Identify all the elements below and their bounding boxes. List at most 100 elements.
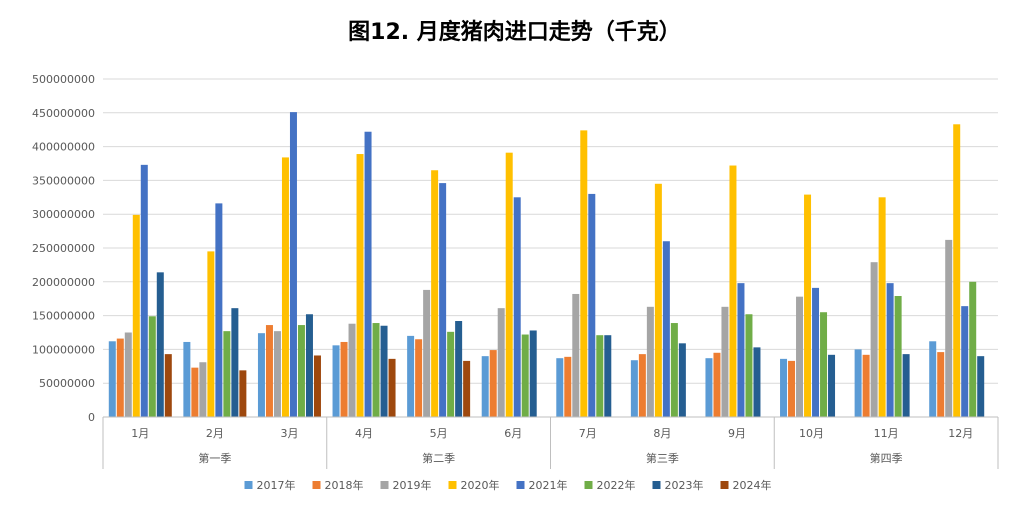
bar-12月-2022年 — [969, 281, 977, 417]
bar-3月-2024年 — [313, 355, 321, 417]
bar-11月-2020年 — [878, 197, 886, 417]
legend-label: 2020年 — [461, 478, 500, 492]
group-label: 第三季 — [646, 451, 679, 465]
x-tick-label: 4月 — [355, 427, 373, 440]
bar-4月-2020年 — [356, 154, 364, 418]
chart-title: 图12. 月度猪肉进口走势（千克） — [348, 20, 681, 45]
bar-4月-2018年 — [340, 341, 348, 417]
bar-3月-2023年 — [305, 314, 313, 417]
bar-7月-2023年 — [604, 335, 612, 417]
bar-7月-2019年 — [572, 293, 580, 417]
gridlines — [103, 78, 998, 418]
bar-7月-2017年 — [556, 358, 564, 417]
bar-3月-2021年 — [289, 112, 297, 418]
group-label: 第二季 — [422, 451, 455, 465]
bar-4月-2022年 — [372, 323, 380, 417]
y-tick-label: 200000000 — [32, 276, 95, 289]
bar-2月-2018年 — [191, 367, 199, 417]
bar-10月-2018年 — [788, 360, 796, 417]
x-tick-label: 7月 — [579, 427, 597, 440]
group-label: 第一季 — [198, 451, 231, 465]
bar-11月-2023年 — [902, 354, 910, 417]
y-tick-label: 450000000 — [32, 107, 95, 120]
bars — [108, 112, 985, 418]
bar-6月-2018年 — [489, 350, 497, 417]
bar-6月-2021年 — [513, 197, 521, 417]
bar-8月-2018年 — [638, 354, 646, 417]
bar-5月-2021年 — [439, 183, 447, 417]
bar-3月-2018年 — [265, 325, 273, 417]
x-tick-label: 1月 — [131, 427, 149, 440]
legend-label: 2018年 — [325, 478, 364, 492]
legend-label: 2017年 — [257, 478, 296, 492]
bar-6月-2020年 — [505, 152, 513, 417]
bar-2月-2017年 — [183, 341, 191, 417]
bar-10月-2017年 — [780, 358, 788, 417]
bar-9月-2021年 — [737, 283, 745, 417]
bar-2月-2020年 — [207, 251, 215, 417]
bar-1月-2023年 — [156, 272, 164, 417]
x-tick-label: 5月 — [430, 427, 448, 440]
legend-swatch — [380, 481, 389, 489]
x-tick-label: 9月 — [728, 427, 746, 440]
x-tick-label: 3月 — [280, 427, 298, 440]
bar-8月-2021年 — [662, 241, 670, 417]
legend-label: 2021年 — [529, 478, 568, 492]
bar-5月-2020年 — [431, 170, 439, 417]
x-tick-label: 6月 — [504, 427, 522, 440]
bar-1月-2018年 — [116, 338, 124, 417]
legend-swatch — [448, 481, 457, 489]
bar-12月-2019年 — [945, 239, 953, 417]
bar-1月-2017年 — [108, 341, 116, 417]
y-tick-label: 150000000 — [32, 310, 95, 323]
bar-10月-2020年 — [804, 194, 812, 417]
bar-8月-2019年 — [646, 306, 654, 417]
x-tick-label: 8月 — [653, 427, 671, 440]
bar-4月-2019年 — [348, 323, 356, 417]
bar-2月-2023年 — [231, 308, 239, 417]
legend-label: 2019年 — [393, 478, 432, 492]
bar-12月-2020年 — [953, 124, 961, 417]
y-tick-label: 400000000 — [32, 141, 95, 154]
bar-6月-2017年 — [481, 356, 489, 417]
bar-4月-2021年 — [364, 131, 372, 418]
bar-11月-2018年 — [862, 354, 870, 417]
x-tick-label: 12月 — [948, 427, 973, 440]
y-tick-label: 500000000 — [32, 73, 95, 86]
bar-9月-2019年 — [721, 306, 729, 417]
bar-1月-2024年 — [164, 354, 172, 417]
bar-2月-2024年 — [239, 370, 247, 417]
legend-swatch — [312, 481, 321, 489]
bar-5月-2017年 — [407, 335, 415, 417]
bar-7月-2022年 — [596, 335, 604, 417]
bar-6月-2022年 — [521, 334, 529, 417]
bar-8月-2023年 — [678, 343, 686, 417]
group-label: 第四季 — [870, 451, 903, 465]
bar-5月-2018年 — [415, 339, 423, 417]
bar-9月-2022年 — [745, 314, 753, 417]
legend-swatch — [652, 481, 661, 489]
bar-5月-2024年 — [463, 360, 471, 417]
bar-10月-2019年 — [796, 296, 804, 417]
y-tick-label: 250000000 — [32, 242, 95, 255]
y-tick-label: 0 — [88, 411, 95, 424]
legend-swatch — [244, 481, 253, 489]
bar-9月-2023年 — [753, 347, 761, 417]
bar-4月-2017年 — [332, 345, 340, 417]
bar-9月-2018年 — [713, 352, 721, 417]
legend-label: 2024年 — [733, 478, 772, 492]
x-tick-label: 11月 — [874, 427, 899, 440]
legend-label: 2023年 — [665, 478, 704, 492]
bar-2月-2022年 — [223, 331, 231, 417]
bar-8月-2017年 — [630, 360, 638, 417]
bar-2月-2019年 — [199, 362, 207, 417]
legend-swatch — [516, 481, 525, 489]
legend-label: 2022年 — [597, 478, 636, 492]
bar-7月-2018年 — [564, 356, 572, 417]
bar-11月-2017年 — [854, 349, 862, 417]
bar-10月-2022年 — [820, 312, 828, 417]
bar-3月-2022年 — [297, 325, 305, 417]
bar-4月-2023年 — [380, 325, 388, 417]
